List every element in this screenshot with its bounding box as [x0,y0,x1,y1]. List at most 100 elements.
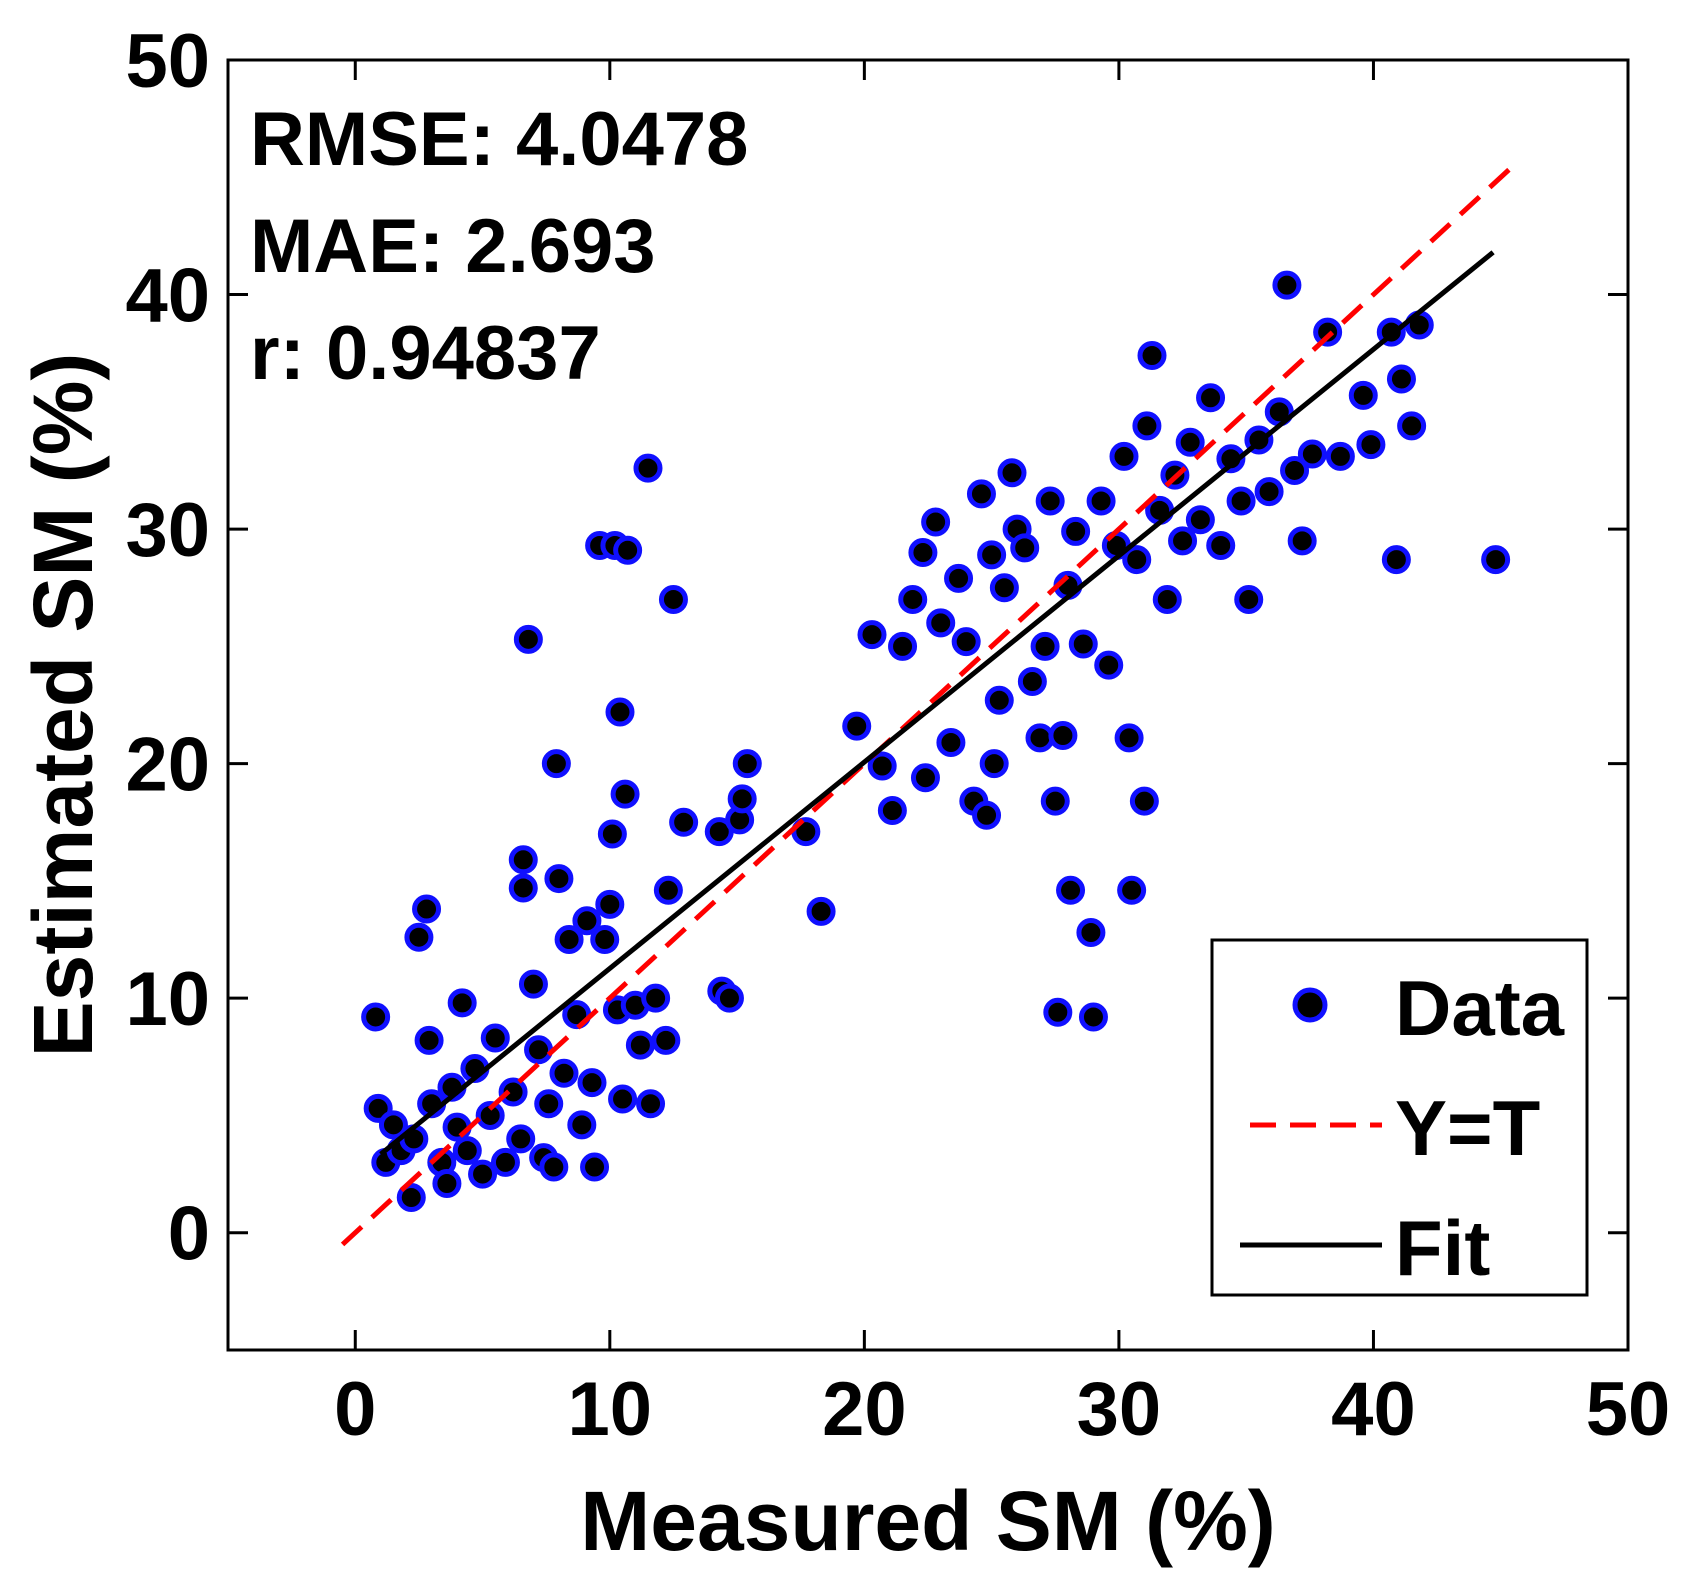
data-point [412,894,442,924]
data-point [1017,667,1047,697]
data-point [539,1152,569,1182]
plot-frame [226,58,1630,1352]
data-point [926,608,956,638]
data-point [1035,486,1065,516]
data-point [442,1112,472,1142]
data-point [506,1124,536,1154]
data-point [921,507,951,537]
data-point [1010,533,1040,563]
data-point [1175,427,1205,457]
data-point [608,1084,638,1114]
data-point [567,1110,597,1140]
data-point [404,922,434,952]
data-point [951,627,981,657]
data-point [653,875,683,905]
data-point [1068,629,1098,659]
data-point [524,1035,554,1065]
legend: Data Y=T Fit [1210,938,1589,1297]
data-point [714,983,744,1013]
data-point [1117,875,1147,905]
data-point [989,573,1019,603]
data-point [1386,364,1416,394]
x-tick-label: 0 [334,1367,376,1452]
fit-line [379,250,1495,1157]
data-point [518,969,548,999]
data-point [867,751,897,781]
data-point [936,728,966,758]
y-equals-t-line [340,163,1516,1247]
data-point [842,711,872,741]
data-point [1061,516,1091,546]
data-point [1481,545,1511,575]
data-point [1132,411,1162,441]
x-tick-label: 10 [568,1367,653,1452]
data-point [1196,383,1226,413]
x-tick-label: 50 [1586,1367,1671,1452]
data-point [361,1002,391,1032]
data-point [641,983,671,1013]
axis-tick-labels: 0 10 20 30 40 50 0 10 20 30 40 50 [125,19,1670,1452]
data-point [877,796,907,826]
data-point [544,864,574,894]
data-point [908,538,938,568]
data-point [1397,411,1427,441]
data-point [732,749,762,779]
data-point [984,685,1014,715]
x-tick-label: 40 [1331,1367,1416,1452]
data-point [597,819,627,849]
data-point [1109,441,1139,471]
data-point [572,906,602,936]
data-point [910,763,940,793]
stat-mae: MAE: 2.693 [250,204,656,289]
x-axis-label: Measured SM (%) [580,1474,1275,1568]
data-point [1048,720,1078,750]
legend-label-fit: Fit [1395,1204,1490,1292]
data-point [669,807,699,837]
data-point [1226,486,1256,516]
legend-box [1210,938,1589,1297]
data-point [977,540,1007,570]
data-point [498,1077,528,1107]
data-point [1056,875,1086,905]
stat-r: r: 0.94837 [250,311,601,396]
data-point [549,1058,579,1088]
data-point [1234,584,1264,614]
data-point [979,749,1009,779]
data-point [1272,270,1302,300]
data-point [480,1023,510,1053]
data-point [1078,1002,1108,1032]
data-point [651,1025,681,1055]
data-point [490,1147,520,1177]
data-point [1348,380,1378,410]
data-point [513,624,543,654]
data-point [554,925,584,955]
data-point [857,620,887,650]
y-tick-label: 20 [125,723,210,808]
x-tick-label: 30 [1077,1367,1162,1452]
data-point [972,800,1002,830]
plot-area [340,163,1516,1247]
data-point [888,631,918,661]
data-point [898,584,928,614]
y-tick-label: 30 [125,488,210,573]
data-point [1381,545,1411,575]
data-point [1254,477,1284,507]
data-point [625,1030,655,1060]
data-point [1094,650,1124,680]
data-point [1040,786,1070,816]
data-point [658,584,688,614]
data-point [378,1110,408,1140]
data-point [1216,444,1246,474]
data-point [1313,317,1343,347]
legend-label-data: Data [1395,964,1565,1052]
y-tick-label: 40 [125,254,210,339]
data-points [361,270,1511,1213]
data-point [997,458,1027,488]
data-point [1122,545,1152,575]
x-tick-label: 20 [822,1367,907,1452]
data-point [452,1136,482,1166]
legend-label-yt: Y=T [1395,1084,1540,1172]
data-point [447,988,477,1018]
data-point [1043,997,1073,1027]
